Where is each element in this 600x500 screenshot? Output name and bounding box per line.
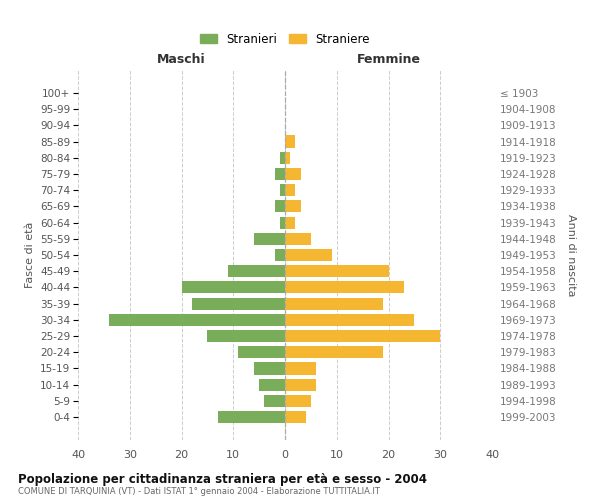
Y-axis label: Fasce di età: Fasce di età (25, 222, 35, 288)
Bar (285, 152, 290, 164)
Bar (208, 330, 285, 342)
Bar (259, 378, 285, 391)
Text: Maschi: Maschi (157, 54, 206, 66)
Bar (285, 282, 404, 294)
Bar (285, 346, 383, 358)
Bar (285, 362, 316, 374)
Bar (182, 282, 285, 294)
Text: Femmine: Femmine (356, 54, 421, 66)
Text: COMUNE DI TARQUINIA (VT) - Dati ISTAT 1° gennaio 2004 - Elaborazione TUTTITALIA.: COMUNE DI TARQUINIA (VT) - Dati ISTAT 1°… (18, 488, 380, 496)
Bar (285, 314, 415, 326)
Bar (285, 265, 389, 278)
Bar (285, 232, 311, 245)
Bar (280, 216, 285, 228)
Bar (109, 314, 285, 326)
Bar (285, 200, 301, 212)
Bar (285, 298, 383, 310)
Bar (275, 200, 285, 212)
Text: Popolazione per cittadinanza straniera per età e sesso - 2004: Popolazione per cittadinanza straniera p… (18, 472, 427, 486)
Bar (285, 395, 311, 407)
Bar (285, 249, 332, 261)
Bar (218, 411, 285, 423)
Legend: Stranieri, Straniere: Stranieri, Straniere (196, 28, 374, 50)
Bar (285, 136, 295, 147)
Y-axis label: Anni di nascita: Anni di nascita (566, 214, 576, 296)
Bar (280, 152, 285, 164)
Bar (254, 232, 285, 245)
Bar (285, 184, 295, 196)
Bar (285, 168, 301, 180)
Bar (254, 362, 285, 374)
Bar (280, 184, 285, 196)
Bar (285, 411, 306, 423)
Bar (285, 216, 295, 228)
Bar (238, 346, 285, 358)
Bar (285, 378, 316, 391)
Bar (275, 168, 285, 180)
Bar (285, 330, 440, 342)
Bar (228, 265, 285, 278)
Bar (275, 249, 285, 261)
Bar (265, 395, 285, 407)
Bar (192, 298, 285, 310)
